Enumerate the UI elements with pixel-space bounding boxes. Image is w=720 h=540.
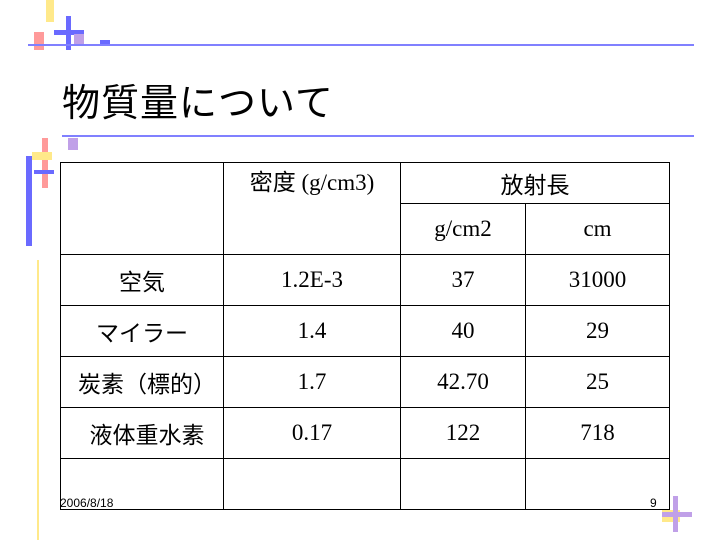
decor-left-pink-bar [42,138,48,188]
radiation-cm-value [525,458,670,510]
decor-top-blue-dot [100,40,110,45]
density-value: 1.2E-3 [223,254,401,306]
page-number: 9 [650,496,657,510]
table-header-row: 密度 (g/cm3) 放射長 [60,162,670,255]
decor-left-lilac [68,138,78,150]
density-value: 0.17 [223,407,401,459]
decor-top-lilac [74,34,84,44]
material-name: 液体重水素 [60,407,224,459]
decor-top-blue-horizontal [54,30,84,35]
material-name [60,458,224,510]
slide-date: 2006/8/18 [60,496,114,510]
radiation-gcm2-value: 122 [400,407,526,459]
table-row: 炭素（標的） 1.7 42.70 25 [60,356,670,408]
radiation-cm-value: 29 [525,305,670,357]
material-name: 炭素（標的） [60,356,224,408]
radiation-cm-value: 718 [525,407,670,459]
density-value: 1.4 [223,305,401,357]
radiation-length-header: 放射長 [400,162,670,204]
table-row: 空気 1.2E-3 37 31000 [60,254,670,306]
radiation-length-table: 密度 (g/cm3) 放射長 g/cm2 cm 空気 1.2E-3 37 310… [60,162,670,510]
material-name: 空気 [60,254,224,306]
slide-title: 物質量について [62,81,334,125]
radiation-gcm2-value: 42.70 [400,356,526,408]
decor-left-blue-horizontal [34,170,54,174]
radiation-gcm2-value: 40 [400,305,526,357]
density-header: 密度 (g/cm3) [223,162,401,255]
table-row: 液体重水素 0.17 122 718 [60,407,670,459]
density-value: 1.7 [223,356,401,408]
corner-cell [60,162,224,255]
decor-left-thin-vertical [37,260,39,540]
radiation-cm-value: 31000 [525,254,670,306]
table-row-empty [60,458,670,510]
decor-top-yellow-bar [46,0,54,22]
decor-top-rule [28,44,694,46]
unit-cm: cm [525,203,670,255]
material-name: マイラー [60,305,224,357]
decor-top-pink-left [34,32,44,50]
decor-bottom-lilac-horizontal [662,512,692,517]
table-row: マイラー 1.4 40 29 [60,305,670,357]
unit-gcm2: g/cm2 [400,203,526,255]
decor-title-rule [62,135,694,137]
density-value [223,458,401,510]
decor-left-yellow [32,152,52,160]
decor-left-blue-bar [26,156,32,246]
radiation-gcm2-value: 37 [400,254,526,306]
radiation-gcm2-value [400,458,526,510]
radiation-cm-value: 25 [525,356,670,408]
